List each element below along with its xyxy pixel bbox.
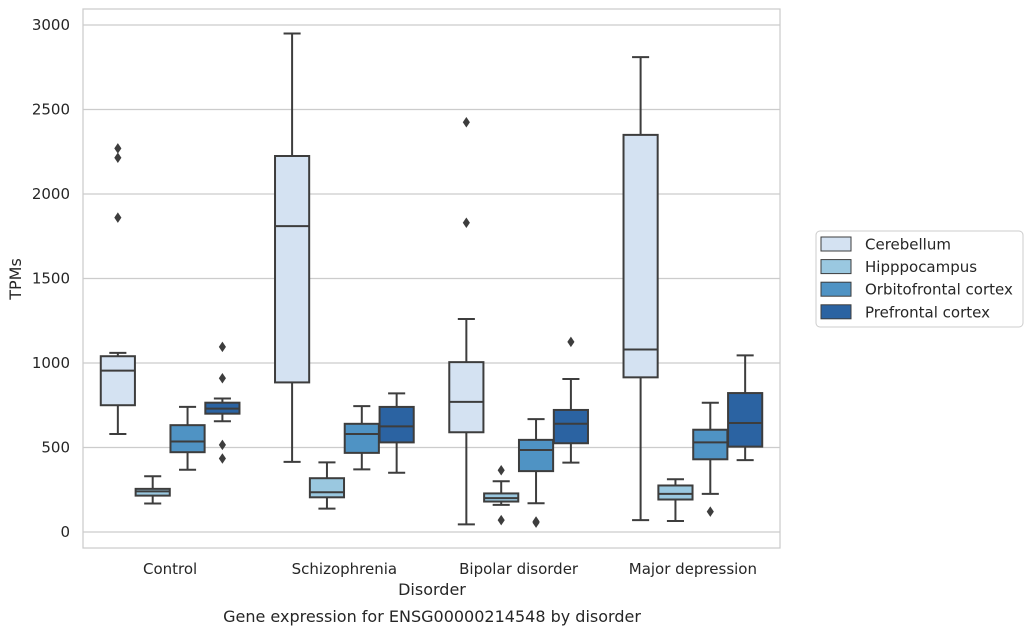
box-prefrontal-cortex [204, 341, 241, 464]
box-prefrontal-cortex [552, 336, 589, 464]
box-body [448, 361, 485, 434]
box-body [657, 484, 694, 501]
legend-frame [815, 230, 1024, 328]
legend-label: Prefrontal cortex [865, 303, 990, 321]
box-orbitofrontal-cortex [169, 405, 206, 471]
plot-frame [82, 8, 781, 549]
box-hipppocampus [308, 461, 346, 510]
box-body [378, 405, 415, 444]
box-body [552, 408, 589, 445]
box-orbitofrontal-cortex [692, 401, 729, 517]
outlier-point [462, 116, 470, 128]
outlier-point [567, 336, 575, 348]
legend-swatch [820, 304, 852, 320]
box-body [99, 355, 136, 407]
legend: Cerebellum Hipppocampus Orbitofrontal cort… [815, 230, 1024, 328]
outlier-point [218, 372, 226, 384]
box-body [308, 477, 346, 499]
chart-caption: Gene expression for ENSG00000214548 by d… [223, 607, 641, 626]
box-prefrontal-cortex [727, 354, 764, 462]
y-tick-label: 2000 [32, 185, 70, 203]
outlier-point [532, 516, 540, 527]
legend-swatch [820, 259, 852, 275]
outlier-point [114, 152, 122, 163]
box-cerebellum [622, 56, 659, 522]
outlier-point [462, 217, 470, 228]
outlier-point [706, 506, 714, 517]
box-body [274, 155, 311, 384]
y-axis-label: TPMs [6, 258, 25, 301]
outlier-point [497, 514, 505, 526]
x-axis-label: Disorder [398, 580, 466, 599]
legend-swatch [820, 281, 852, 297]
x-tick-label: Bipolar disorder [459, 560, 579, 578]
y-tick-label: 1500 [32, 270, 70, 288]
box-hipppocampus [134, 475, 171, 505]
y-axis-ticks: 0 500 1000 1500 2000 2500 3000 [32, 16, 70, 541]
box-cerebellum [274, 32, 311, 463]
box-cerebellum [99, 143, 136, 435]
legend-swatch [820, 236, 852, 252]
y-tick-label: 0 [60, 523, 70, 541]
legend-label: Cerebellum [865, 236, 951, 254]
box-hipppocampus [483, 465, 520, 526]
legend-label: Hipppocampus [865, 258, 977, 276]
outlier-point [218, 439, 226, 451]
y-tick-label: 3000 [32, 16, 70, 34]
x-tick-label: Schizophrenia [292, 560, 397, 578]
y-tick-label: 500 [41, 438, 70, 456]
box-groups [99, 32, 764, 528]
box-orbitofrontal-cortex [517, 418, 555, 528]
legend-label: Orbitofrontal cortex [865, 281, 1013, 299]
outlier-point [114, 212, 122, 223]
outlier-point [114, 143, 122, 154]
y-tick-label: 1000 [32, 354, 70, 372]
box-cerebellum [448, 116, 485, 526]
box-hipppocampus [657, 478, 694, 522]
box-prefrontal-cortex [378, 392, 415, 474]
box-body [622, 133, 659, 379]
y-tick-label: 2500 [32, 101, 70, 119]
x-tick-label: Major depression [629, 560, 757, 578]
box-body [517, 438, 555, 473]
outlier-point [218, 453, 226, 464]
box-orbitofrontal-cortex [343, 405, 380, 471]
x-tick-label: Control [143, 560, 197, 578]
box-body [692, 428, 729, 461]
box-body [343, 422, 380, 454]
box-body [169, 424, 206, 454]
outlier-point [218, 341, 226, 353]
outlier-point [497, 465, 505, 476]
box-body [727, 392, 764, 448]
x-axis-ticks: Control Schizophrenia Bipolar disorder Majo… [143, 560, 757, 578]
